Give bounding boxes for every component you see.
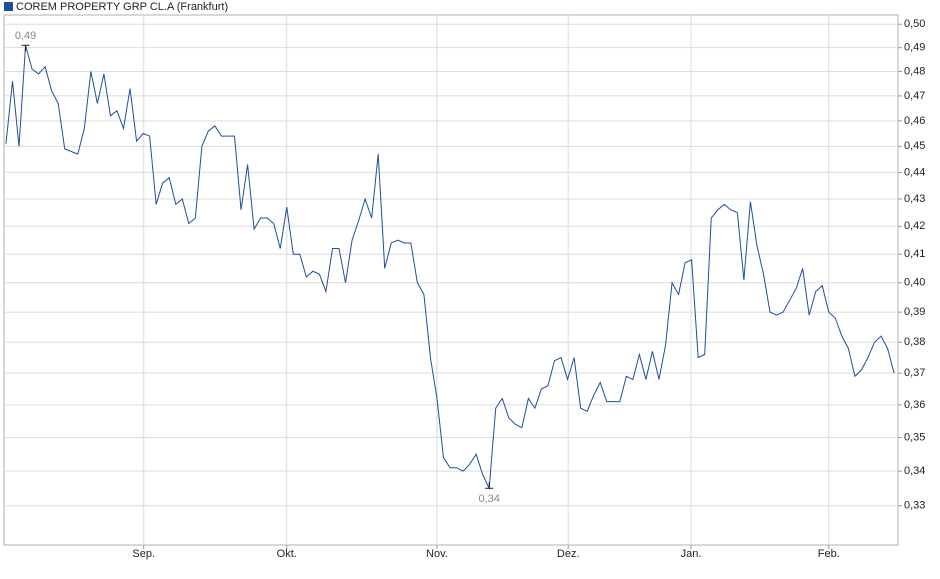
- y-tick-label: 0,37: [904, 367, 925, 379]
- y-tick-label: 0,46: [904, 115, 925, 127]
- y-tick-label: 0,50: [904, 18, 925, 30]
- legend-swatch: [4, 2, 13, 11]
- y-tick-label: 0,47: [904, 90, 925, 102]
- x-tick-label: Okt.: [277, 548, 297, 560]
- y-tick-label: 0,43: [904, 193, 925, 205]
- y-tick-label: 0,49: [904, 42, 925, 54]
- y-tick-label: 0,39: [904, 306, 925, 318]
- y-tick-label: 0,36: [904, 399, 925, 411]
- y-tick-label: 0,33: [904, 500, 925, 512]
- y-tick-label: 0,35: [904, 431, 925, 443]
- extreme-label: 0,49: [15, 30, 36, 42]
- y-tick-label: 0,40: [904, 277, 925, 289]
- y-tick-label: 0,42: [904, 220, 925, 232]
- x-tick-label: Jan.: [681, 548, 702, 560]
- y-tick-label: 0,34: [904, 465, 925, 477]
- price-line: [5, 45, 895, 491]
- y-tick-label: 0,45: [904, 140, 925, 152]
- plot-area: [3, 14, 899, 546]
- y-tick-label: 0,44: [904, 166, 925, 178]
- y-tick-label: 0,38: [904, 336, 925, 348]
- x-tick-label: Dez.: [557, 548, 580, 560]
- y-tick-label: 0,41: [904, 248, 925, 260]
- extreme-label: 0,34: [478, 493, 499, 505]
- y-tick-label: 0,48: [904, 65, 925, 77]
- x-tick-label: Nov.: [426, 548, 448, 560]
- x-tick-label: Feb.: [818, 548, 840, 560]
- x-tick-label: Sep.: [132, 548, 155, 560]
- legend-label: COREM PROPERTY GRP CL.A (Frankfurt): [16, 1, 228, 13]
